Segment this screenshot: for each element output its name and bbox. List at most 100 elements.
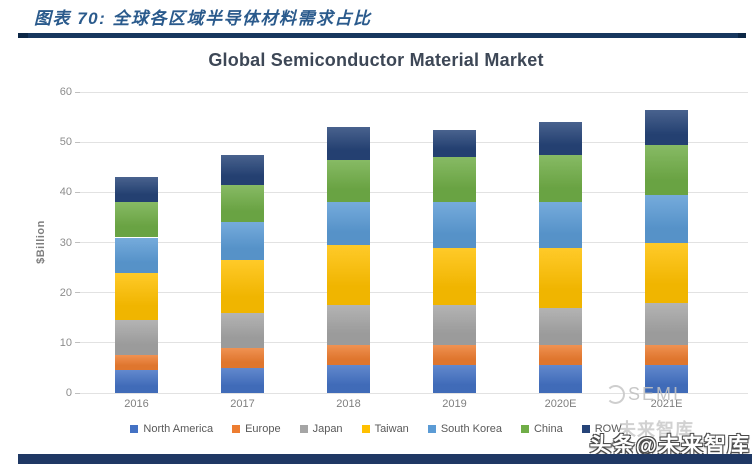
x-axis-label-2016: 2016 bbox=[124, 398, 149, 410]
bar-2021E bbox=[645, 92, 688, 393]
bar-segment-japan bbox=[645, 302, 688, 346]
bar-segment-japan bbox=[433, 305, 476, 346]
bar-segment-north-america bbox=[115, 370, 158, 393]
legend-item-row: ROW bbox=[581, 423, 622, 435]
x-axis-label-2018: 2018 bbox=[336, 398, 361, 410]
x-axis-label-2017: 2017 bbox=[230, 398, 255, 410]
toutiao-watermark: 头条@未来智库 bbox=[589, 433, 750, 458]
gridline-10 bbox=[80, 342, 748, 344]
toutiao-watermark-ghost: 未来智库 bbox=[618, 420, 694, 440]
bar-segment-taiwan bbox=[539, 247, 582, 308]
y-tick-mark-10 bbox=[75, 342, 80, 344]
y-tick-mark-30 bbox=[75, 242, 80, 243]
top-divider bbox=[18, 33, 746, 38]
bar-segment-row bbox=[327, 127, 370, 160]
legend-swatch-taiwan bbox=[361, 425, 370, 433]
bar-segment-row bbox=[433, 129, 476, 158]
bar-segment-taiwan bbox=[115, 272, 158, 321]
legend-label-taiwan: Taiwan bbox=[374, 423, 409, 435]
bar-segment-south-korea bbox=[433, 202, 476, 248]
bar-segment-taiwan bbox=[327, 245, 370, 306]
gridline-60 bbox=[80, 91, 748, 93]
y-tick-label-50: 50 bbox=[59, 136, 72, 149]
plot-area bbox=[80, 91, 748, 394]
y-tick-mark-40 bbox=[75, 191, 80, 193]
legend-item-taiwan: Taiwan bbox=[361, 423, 409, 435]
bar-segment-europe bbox=[539, 345, 582, 366]
legend-item-china: China bbox=[520, 423, 563, 435]
legend-swatch-row bbox=[581, 425, 590, 433]
bar-segment-taiwan bbox=[645, 242, 688, 303]
bar-segment-china bbox=[115, 202, 158, 238]
bar-segment-china bbox=[221, 184, 264, 223]
legend-label-north-america: North America bbox=[143, 423, 214, 435]
y-tick-mark-60 bbox=[75, 91, 80, 93]
legend-swatch-north-america bbox=[130, 425, 139, 433]
legend-label-europe: Europe bbox=[245, 423, 281, 435]
figure-caption: 图表 70: 全球各区域半导体材料需求占比 bbox=[34, 9, 372, 28]
bar-segment-south-korea bbox=[221, 222, 264, 261]
bar-segment-north-america bbox=[433, 365, 476, 393]
bar-2017 bbox=[221, 92, 264, 393]
x-axis-label-2020E: 2020E bbox=[544, 398, 577, 410]
y-tick-mark-20 bbox=[75, 292, 80, 294]
bar-segment-china bbox=[433, 157, 476, 203]
bar-segment-row bbox=[115, 177, 158, 203]
semi-watermark-text: SEMI bbox=[628, 384, 681, 404]
x-axis-label-2021E: 2021E bbox=[650, 398, 683, 410]
x-axis-label-2019: 2019 bbox=[442, 398, 467, 410]
bar-segment-south-korea bbox=[539, 202, 582, 248]
bar-segment-china bbox=[539, 154, 582, 203]
legend-swatch-south-korea bbox=[427, 425, 436, 433]
legend-swatch-europe bbox=[232, 425, 241, 433]
y-tick-label-40: 40 bbox=[59, 186, 72, 199]
gridline-50 bbox=[80, 141, 748, 143]
bar-segment-europe bbox=[433, 345, 476, 366]
legend-item-south-korea: South Korea bbox=[427, 423, 502, 435]
y-tick-label-30: 30 bbox=[59, 236, 72, 249]
bar-segment-europe bbox=[327, 345, 370, 366]
divider-left-cap bbox=[18, 33, 28, 38]
bar-segment-north-america bbox=[645, 365, 688, 393]
y-tick-mark-50 bbox=[75, 141, 80, 143]
gridline-30 bbox=[80, 242, 748, 243]
bar-segment-taiwan bbox=[221, 260, 264, 313]
y-tick-mark-0 bbox=[75, 392, 80, 394]
legend: North America Europe Japan Taiwan South Kore… bbox=[0, 423, 752, 435]
bar-segment-japan bbox=[221, 312, 264, 348]
bar-2016 bbox=[115, 92, 158, 393]
bar-2020E bbox=[539, 92, 582, 393]
y-tick-label-0: 0 bbox=[65, 387, 72, 399]
bar-segment-south-korea bbox=[645, 194, 688, 243]
legend-item-japan: Japan bbox=[299, 423, 343, 435]
chart-title: Global Semiconductor Material Market bbox=[208, 50, 544, 70]
bar-segment-japan bbox=[327, 305, 370, 346]
legend-swatch-japan bbox=[299, 425, 308, 433]
legend-item-north-america: North America bbox=[130, 423, 213, 435]
gridline-40 bbox=[80, 191, 748, 193]
bar-segment-europe bbox=[645, 345, 688, 366]
bar-segment-south-korea bbox=[115, 237, 158, 273]
bar-segment-north-america bbox=[221, 367, 264, 393]
bar-segment-north-america bbox=[539, 365, 582, 393]
bottom-divider bbox=[18, 454, 752, 464]
bar-segment-row bbox=[539, 122, 582, 155]
legend-label-japan: Japan bbox=[312, 423, 343, 435]
gridline-0 bbox=[80, 392, 748, 394]
bar-segment-europe bbox=[115, 355, 158, 371]
bar-segment-row bbox=[221, 154, 264, 185]
y-tick-label-20: 20 bbox=[59, 286, 72, 299]
bar-segment-north-america bbox=[327, 365, 370, 393]
bar-segment-china bbox=[645, 144, 688, 195]
bar-2019 bbox=[433, 92, 476, 393]
bar-segment-japan bbox=[115, 320, 158, 356]
bar-segment-row bbox=[645, 109, 688, 145]
y-tick-label-10: 10 bbox=[59, 336, 72, 349]
legend-label-south-korea: South Korea bbox=[440, 423, 502, 435]
legend-label-row: ROW bbox=[594, 423, 622, 435]
bar-segment-taiwan bbox=[433, 247, 476, 306]
bar-2018 bbox=[327, 92, 370, 393]
gridline-20 bbox=[80, 292, 748, 294]
legend-item-europe: Europe bbox=[232, 423, 281, 435]
